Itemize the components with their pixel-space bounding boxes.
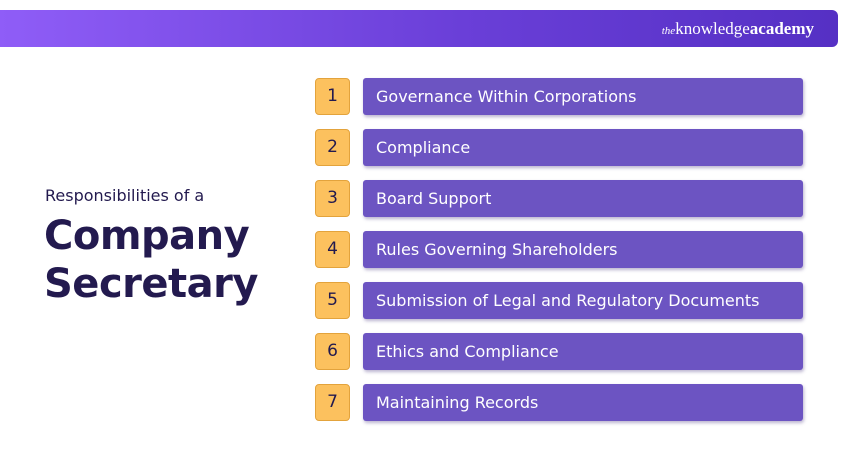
- item-label: Rules Governing Shareholders: [363, 231, 803, 268]
- item-label: Submission of Legal and Regulatory Docum…: [363, 282, 803, 319]
- header-bar: theknowledgeacademy: [0, 10, 838, 47]
- subtitle: Responsibilities of a: [45, 186, 205, 205]
- item-number: 4: [315, 231, 350, 268]
- brand-logo: theknowledgeacademy: [662, 10, 814, 50]
- item-number: 7: [315, 384, 350, 421]
- item-number: 5: [315, 282, 350, 319]
- item-label: Maintaining Records: [363, 384, 803, 421]
- brand-suffix: academy: [749, 19, 814, 38]
- item-label: Ethics and Compliance: [363, 333, 803, 370]
- item-number: 1: [315, 78, 350, 115]
- brand-name: knowledge: [675, 19, 750, 38]
- item-label: Compliance: [363, 129, 803, 166]
- item-number: 3: [315, 180, 350, 217]
- item-label: Board Support: [363, 180, 803, 217]
- item-number: 6: [315, 333, 350, 370]
- brand-prefix: the: [661, 25, 676, 37]
- title-line: Secretary: [44, 261, 258, 307]
- item-number: 2: [315, 129, 350, 166]
- title-line: Company: [44, 213, 250, 259]
- item-label: Governance Within Corporations: [363, 78, 803, 115]
